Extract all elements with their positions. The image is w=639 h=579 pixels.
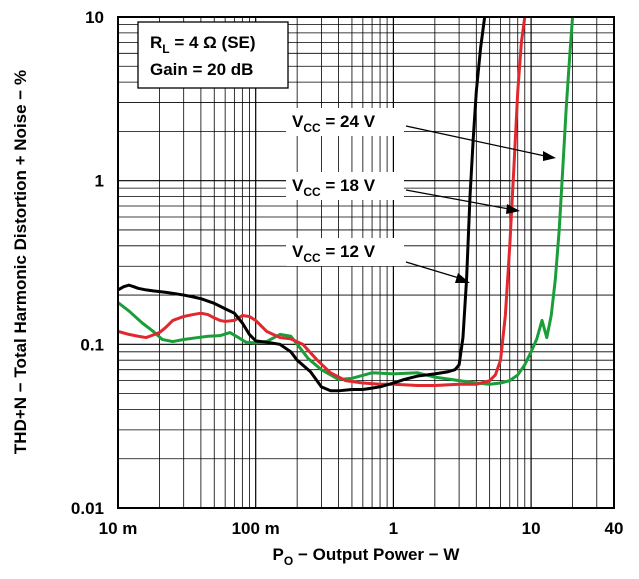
annotation-18v-arrowhead — [506, 204, 520, 214]
x-axis-title: PO − Output Power − W — [273, 545, 461, 568]
annotation-12v: VCC = 12 V — [286, 238, 470, 283]
annotation-12v-label: VCC = 12 V — [292, 242, 376, 265]
annotation-18v-leader — [405, 189, 510, 210]
y-axis-title: THD+N − Total Harmonic Distortion + Nois… — [11, 70, 30, 454]
series-line-0 — [117, 16, 575, 386]
y-tick-label: 0.1 — [80, 335, 104, 354]
x-tick-label: 100 m — [232, 519, 280, 538]
conditions-box-frame — [137, 21, 289, 89]
series-layer — [117, 16, 575, 393]
plot-frame — [117, 16, 615, 509]
annotation-18v: VCC = 18 V — [286, 172, 520, 214]
annotation-24v-arrowhead — [543, 151, 556, 161]
y-axis-ticks: 10 1 0.1 0.01 — [71, 8, 104, 518]
conditions-line-1: RL = 4 Ω (SE) — [150, 33, 256, 56]
x-tick-label: 10 — [522, 519, 541, 538]
annotation-12v-leader — [405, 261, 460, 279]
annotation-24v-bg — [286, 108, 404, 136]
annotation-24v-label: VCC = 24 V — [292, 112, 376, 135]
x-axis-ticks: 10 m 100 m 1 10 40 — [99, 519, 624, 538]
annotation-24v: VCC = 24 V — [286, 108, 556, 161]
conditions-box: RL = 4 Ω (SE) Gain = 20 dB — [137, 21, 289, 89]
x-tick-label: 10 m — [99, 519, 138, 538]
annotation-18v-bg — [286, 172, 404, 200]
y-tick-label: 10 — [85, 8, 104, 27]
annotation-18v-label: VCC = 18 V — [292, 176, 376, 199]
annotation-12v-arrowhead — [455, 273, 470, 283]
annotation-12v-bg — [286, 238, 404, 266]
series-line-1 — [117, 16, 527, 388]
annotation-24v-leader — [405, 125, 546, 157]
y-tick-label: 1 — [95, 172, 104, 191]
y-tick-label: 0.01 — [71, 499, 104, 518]
x-tick-label: 1 — [389, 519, 398, 538]
conditions-line-2: Gain = 20 dB — [150, 60, 253, 79]
series-line-2 — [117, 16, 487, 393]
x-tick-label: 40 — [605, 519, 624, 538]
